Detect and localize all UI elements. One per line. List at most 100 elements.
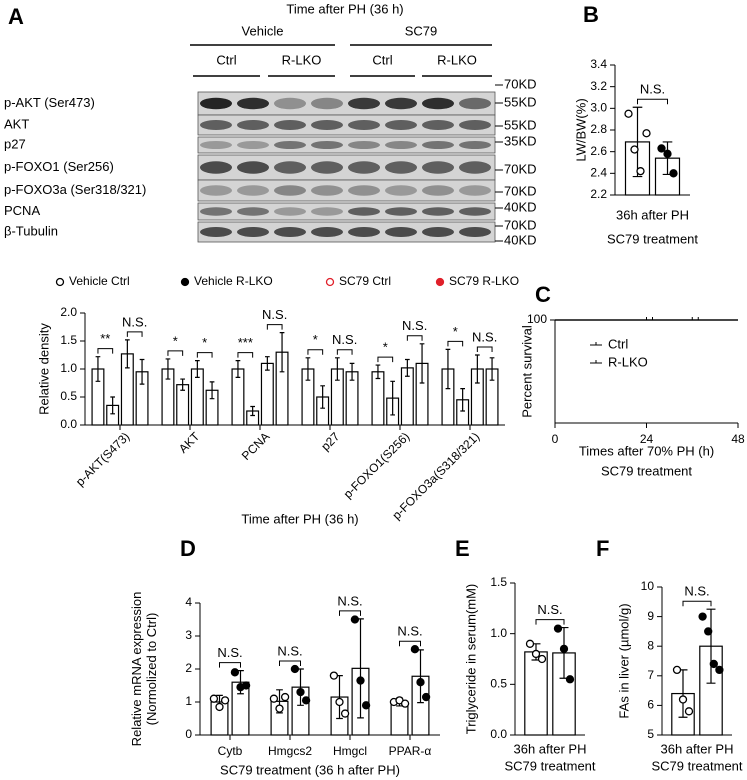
bar	[260, 362, 274, 426]
data-point	[559, 644, 569, 654]
data-point	[410, 645, 420, 654]
bar	[524, 651, 548, 736]
error-bar	[349, 362, 355, 381]
significance-label: *	[202, 335, 207, 350]
significance-label: N.S.	[684, 584, 709, 599]
y-tick-label: 9	[647, 609, 654, 623]
significance-bracket	[447, 340, 464, 347]
data-point	[269, 694, 279, 703]
panel-letter: E	[455, 536, 470, 561]
y-tick-label: 1.5	[60, 333, 77, 347]
y-tick-label: 1.5	[490, 575, 507, 589]
band	[237, 97, 269, 110]
band	[459, 161, 491, 174]
error-bar	[419, 343, 425, 384]
row-label: p-AKT (Ser473)	[4, 95, 95, 110]
significance-bracket	[336, 349, 353, 355]
data-point	[230, 668, 240, 677]
significance-label: N.S.	[217, 645, 242, 660]
data-point	[215, 702, 224, 712]
band	[311, 161, 343, 174]
band	[385, 185, 417, 196]
band	[459, 120, 491, 130]
x-tick-label: AKT	[176, 429, 203, 456]
error-bar	[110, 396, 116, 415]
error-bar	[404, 358, 410, 377]
y-tick-label: 3.0	[590, 101, 607, 115]
data-point	[531, 649, 541, 659]
x-tick-label: Cytb	[218, 744, 243, 758]
band	[311, 120, 343, 130]
marker-label: 40KD	[504, 199, 537, 214]
y-axis-label: Relative density	[36, 323, 51, 415]
significance-label: **	[100, 331, 110, 346]
band	[459, 185, 491, 196]
significance-label: *	[453, 324, 458, 339]
band	[274, 161, 306, 174]
data-point	[209, 694, 219, 703]
significance-label: N.S.	[332, 332, 357, 347]
legend-label: SC79 Ctrl	[339, 274, 391, 288]
legend-label: Vehicle Ctrl	[69, 274, 130, 288]
x-tick-label: Hmgcl	[333, 744, 367, 758]
legend-marker	[435, 277, 445, 287]
significance-bracket	[406, 335, 423, 341]
y-tick-label: 3.4	[590, 57, 607, 71]
data-point	[669, 169, 678, 178]
data-point	[636, 167, 645, 176]
y-tick-label: 10	[641, 579, 655, 593]
data-point	[361, 701, 371, 710]
band	[237, 120, 269, 130]
row-label: PCNA	[4, 203, 40, 218]
group-label: SC79	[405, 23, 438, 38]
y-tick-label: 0.5	[60, 389, 77, 403]
x-axis-label: SC79 treatment	[651, 758, 742, 773]
band	[274, 141, 306, 149]
significance-label: *	[383, 340, 388, 355]
error-bar	[124, 339, 130, 369]
panel-letter: F	[596, 536, 609, 561]
band	[348, 185, 380, 196]
data-point	[275, 704, 284, 713]
significance-label: ***	[238, 335, 253, 350]
error-bar	[706, 608, 716, 684]
band	[200, 185, 232, 196]
band	[237, 161, 269, 174]
y-tick-label: 2.4	[590, 166, 607, 180]
band	[385, 161, 417, 174]
significance-label: N.S.	[402, 318, 427, 333]
lane-label: Ctrl	[372, 52, 392, 67]
lane-label: R-LKO	[282, 52, 322, 67]
error-bar	[165, 358, 171, 380]
significance-bracket	[266, 324, 283, 330]
significance-label: N.S.	[537, 602, 562, 617]
data-point	[663, 149, 672, 158]
significance-bracket	[307, 349, 324, 355]
data-point	[301, 696, 311, 705]
error-bar	[139, 358, 145, 385]
significance-bracket	[399, 640, 421, 647]
error-bar	[279, 332, 285, 373]
x-axis-label: SC79 treatment	[601, 463, 692, 478]
panel-letter: B	[583, 2, 599, 27]
marker-label: 55KD	[504, 117, 537, 132]
error-bar	[375, 364, 381, 380]
significance-label: N.S.	[337, 593, 362, 608]
band	[274, 185, 306, 196]
y-tick-label: 0	[185, 727, 192, 741]
data-point	[296, 687, 305, 697]
band	[274, 97, 306, 110]
data-point	[329, 671, 339, 680]
band	[422, 141, 454, 149]
group-label: Vehicle	[242, 23, 284, 38]
row-label: β-Tubulin	[4, 223, 58, 238]
band	[237, 141, 269, 149]
blot-strip	[197, 114, 496, 136]
legend-label: R-LKO	[608, 354, 648, 369]
y-tick-label: 0.0	[60, 417, 77, 431]
band	[422, 227, 454, 237]
significance-bracket	[637, 98, 668, 105]
x-axis-label: 36h after PH	[616, 207, 689, 222]
y-tick-label: 1.0	[490, 626, 507, 640]
row-label: p27	[4, 136, 26, 151]
